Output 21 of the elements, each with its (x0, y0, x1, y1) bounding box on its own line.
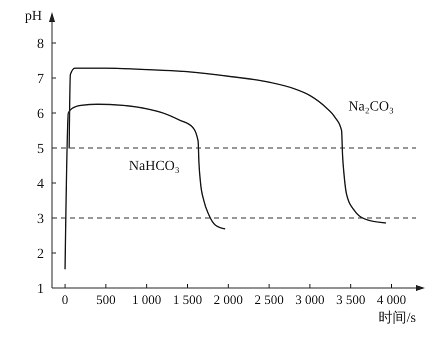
x-tick-label: 2 500 (254, 292, 284, 307)
y-tick-label: 7 (37, 72, 44, 87)
x-tick-label: 500 (96, 292, 116, 307)
y-tick-label: 1 (37, 282, 44, 297)
x-tick-label: 2 000 (214, 292, 243, 307)
y-tick-label: 6 (37, 107, 44, 122)
y-axis-title: pH (24, 9, 42, 24)
y-tick-label: 8 (37, 37, 44, 52)
series-label: Na₂CO₃ (348, 100, 394, 114)
y-tick-label: 5 (37, 142, 44, 157)
x-axis-title: 时间/s (378, 310, 416, 326)
series-label: NaHCO₃ (128, 159, 180, 174)
x-tick-label: 3 000 (295, 292, 325, 307)
x-tick-label: 0 (62, 292, 68, 307)
x-tick-label: 3 500 (336, 292, 366, 307)
y-tick-label: 2 (37, 247, 44, 262)
y-tick-label: 3 (37, 212, 44, 227)
x-tick-label: 1 500 (172, 292, 202, 307)
y-tick-label: 4 (37, 177, 44, 192)
x-tick-label: 4 000 (376, 292, 406, 307)
x-tick-label: 1 000 (132, 292, 162, 307)
